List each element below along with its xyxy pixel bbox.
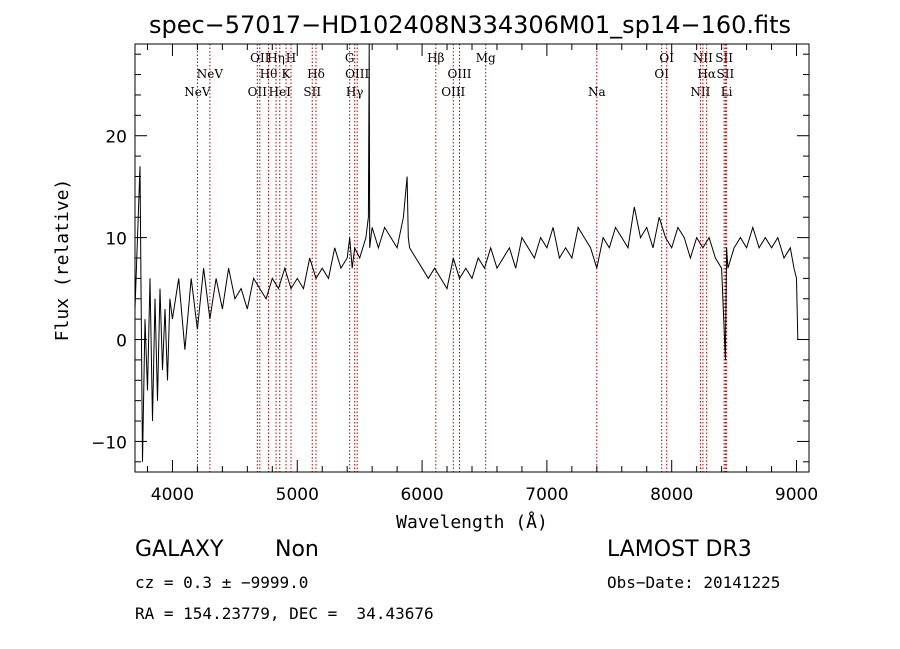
line-marker-label-10: Hδ	[307, 67, 325, 81]
line-marker-label-12: Hγ	[346, 85, 364, 99]
line-marker-label-19: OI	[654, 67, 669, 81]
line-marker-label-15: OIII	[441, 85, 465, 99]
line-marker-label-20: OI	[659, 51, 674, 65]
line-marker-label-6: HeI	[269, 85, 292, 99]
line-marker-label-25: SII	[717, 67, 735, 81]
line-marker-label-1: NeV	[197, 67, 224, 81]
line-marker-label-4: Hθ	[260, 67, 278, 81]
line-marker-label-22: NII	[693, 51, 713, 65]
line-marker-label-17: Mg	[476, 51, 496, 65]
line-marker-label-9: SII	[303, 85, 321, 99]
y-tick-label: 20	[105, 128, 127, 148]
emission-line-markers: NeVNeVOIIOIIHθHηHeIKHSIIHδGHγOIIIHβOIIIO…	[184, 44, 734, 472]
chart-title: spec−57017−HD102408N334306M01_sp14−160.f…	[149, 11, 791, 39]
survey-label: LAMOST DR3	[607, 537, 752, 562]
plot-frame	[134, 43, 810, 473]
line-marker-label-8: H	[286, 51, 296, 65]
x-axis: 4000 5000 6000 7000 8000 9000	[146, 44, 818, 505]
cz-readout: cz = 0.3 ± −9999.0	[135, 573, 309, 592]
line-marker-label-11: G	[345, 51, 355, 65]
spectrum-line	[134, 43, 799, 462]
x-tick-label: 7000	[525, 485, 568, 505]
line-marker-label-3: OII	[250, 51, 270, 65]
y-tick-label: 10	[105, 230, 127, 250]
y-tick-label: −10	[91, 433, 127, 453]
class-label: GALAXY	[135, 537, 224, 562]
x-axis-label: Wavelength (Å)	[396, 511, 548, 533]
line-marker-label-7: K	[282, 67, 292, 81]
x-tick-label: 4000	[151, 485, 194, 505]
line-marker-label-24: SII	[715, 51, 733, 65]
y-axis: −10 0 10 20	[91, 53, 809, 463]
subclass-label: Non	[275, 537, 319, 562]
x-tick-label: 6000	[400, 485, 443, 505]
obs-date: Obs−Date: 20141225	[607, 573, 781, 592]
x-tick-label: 8000	[650, 485, 693, 505]
line-marker-label-0: NeV	[184, 85, 211, 99]
coordinates: RA = 154.23779, DEC = 34.43676	[135, 604, 434, 623]
x-tick-label: 9000	[775, 485, 818, 505]
line-marker-label-16: OIII	[447, 67, 471, 81]
line-marker-label-23: Hα	[697, 67, 716, 81]
line-marker-label-21: NII	[690, 85, 710, 99]
line-marker-label-18: Na	[588, 85, 606, 99]
x-tick-label: 5000	[276, 485, 319, 505]
line-marker-label-13: OIII	[345, 67, 369, 81]
line-marker-label-2: OII	[248, 85, 268, 99]
y-axis-label: Flux (relative)	[52, 179, 73, 342]
line-marker-label-5: Hη	[267, 51, 285, 65]
y-tick-label: 0	[116, 332, 127, 352]
line-marker-label-14: Hβ	[427, 51, 444, 65]
line-marker-label-26: Li	[721, 85, 733, 99]
